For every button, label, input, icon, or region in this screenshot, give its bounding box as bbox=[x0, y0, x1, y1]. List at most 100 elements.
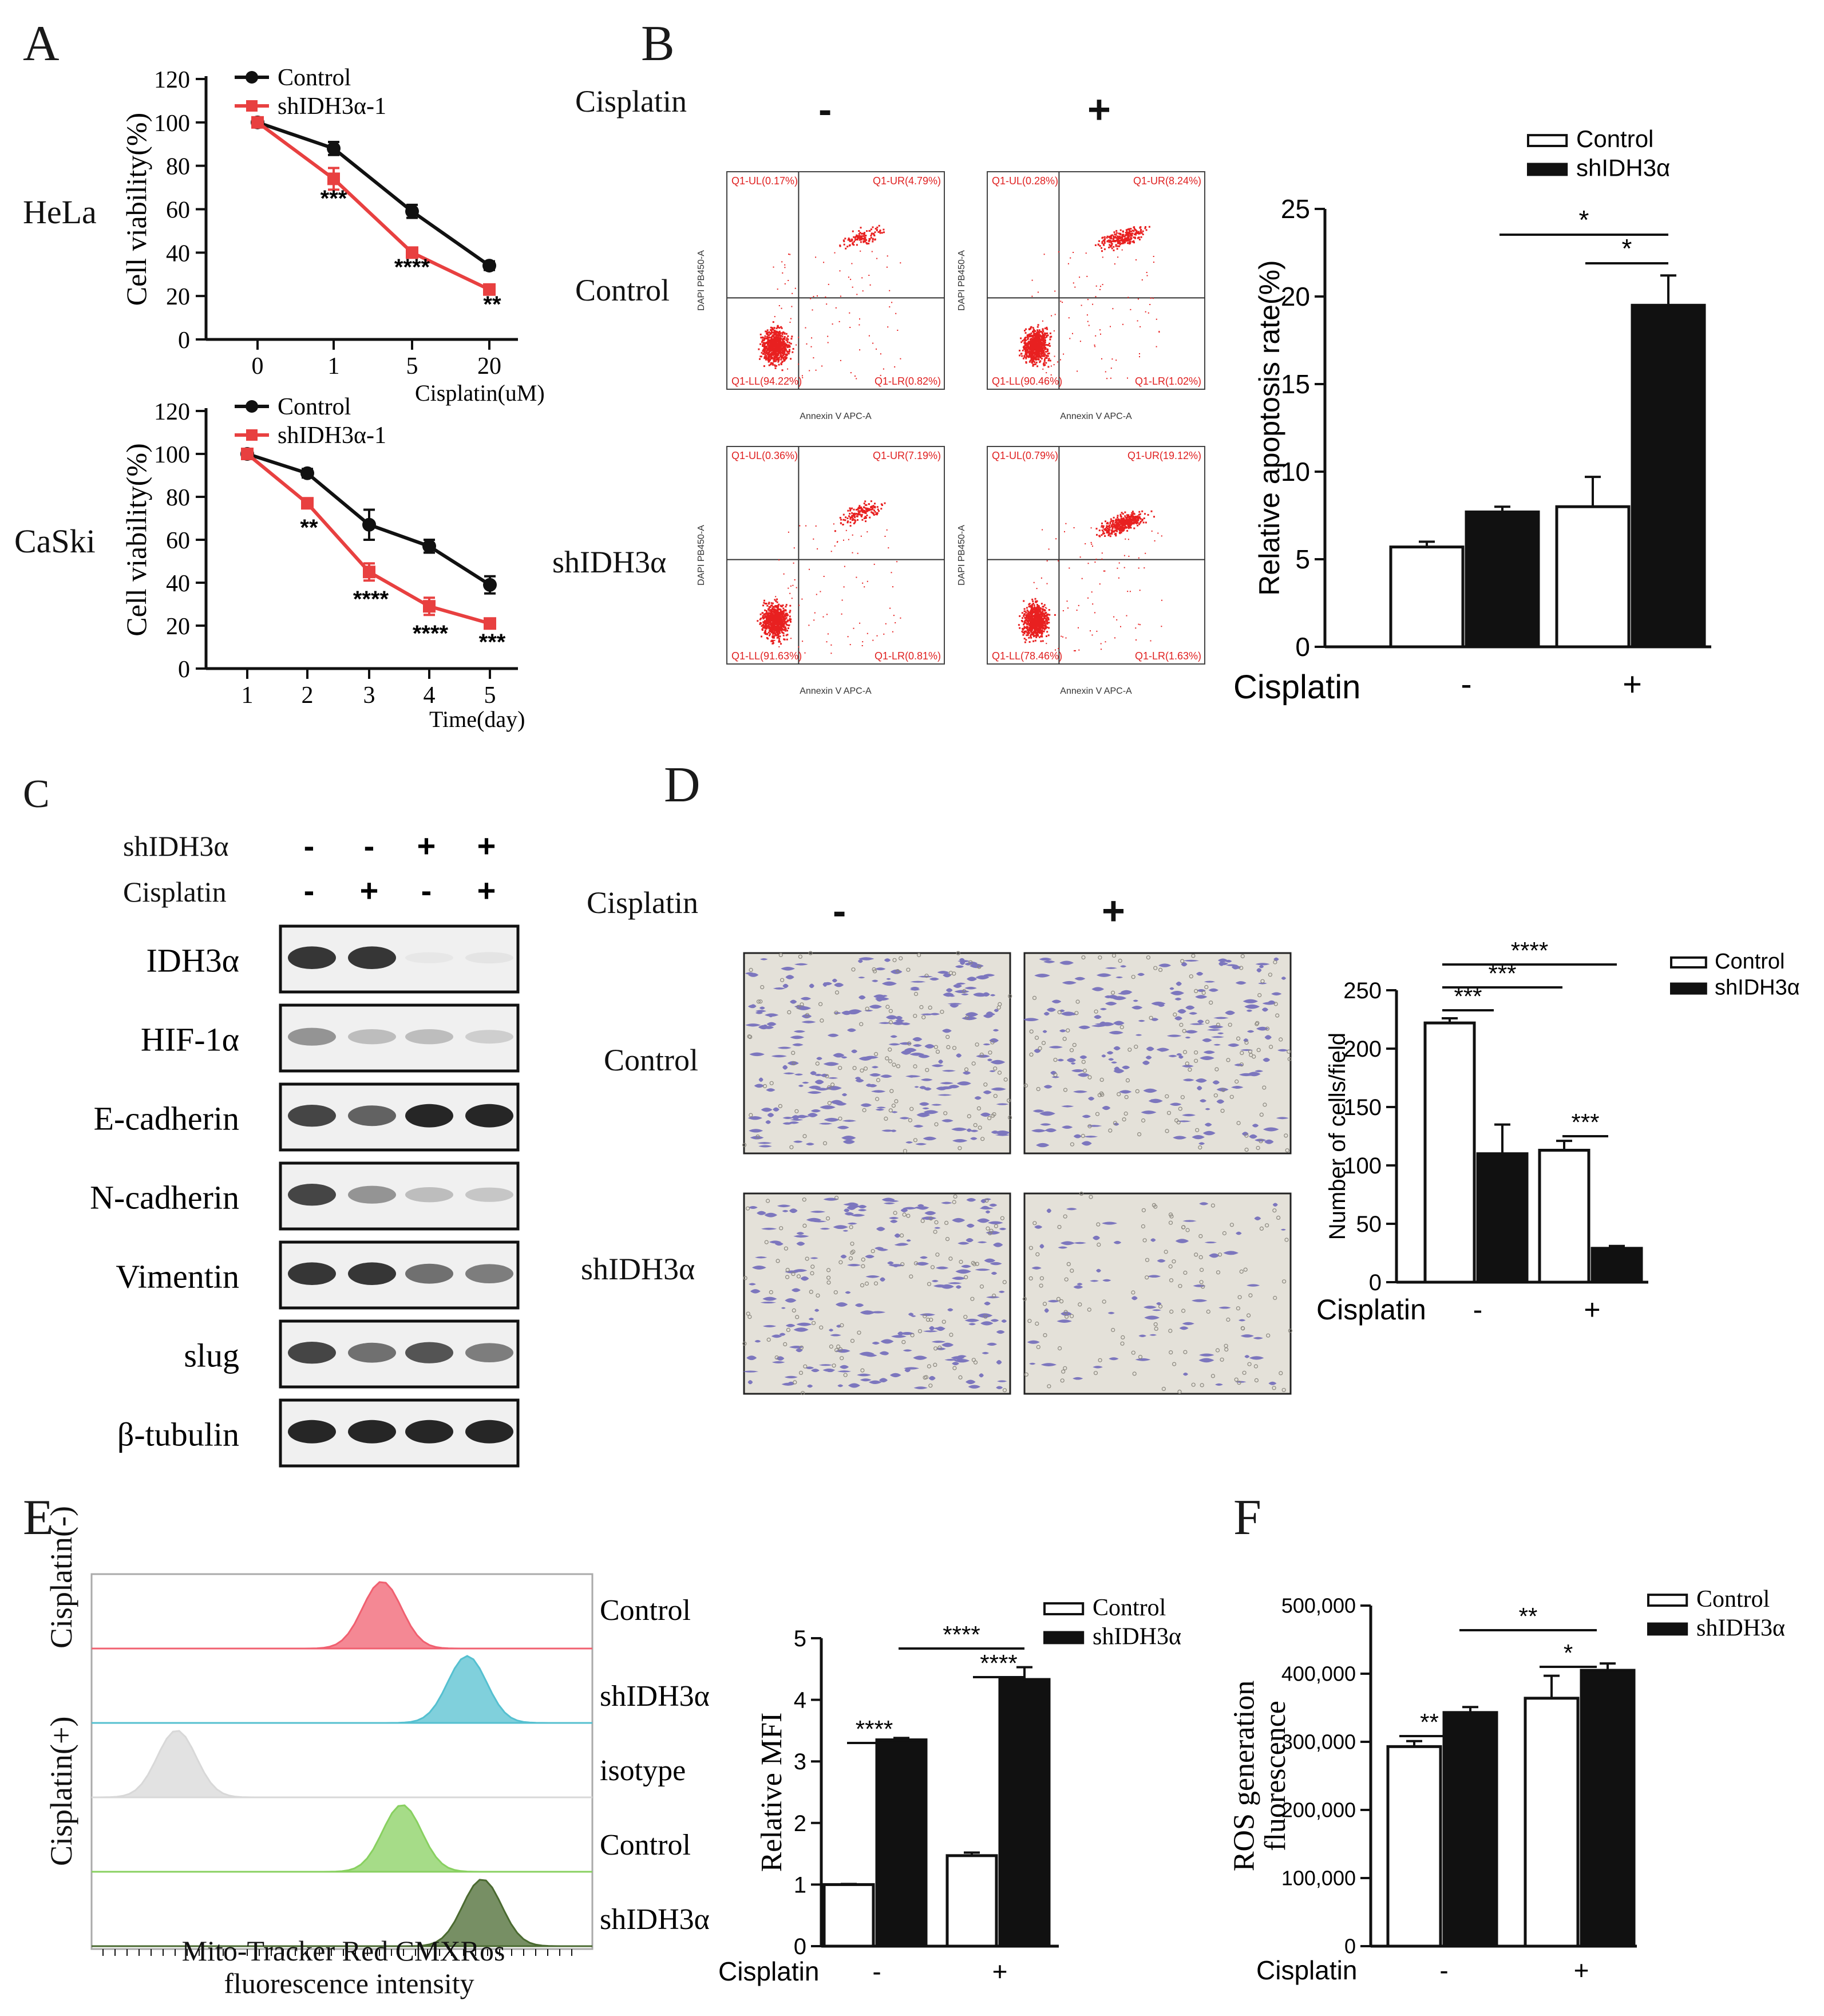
bar bbox=[1590, 1247, 1643, 1284]
y-tick-label: 250 bbox=[1343, 978, 1382, 1003]
bar bbox=[822, 1883, 875, 1948]
facs-y-label: DAPI PB450-A bbox=[697, 525, 706, 586]
bar bbox=[1580, 1669, 1636, 1948]
e-group-plus: Cisplatin(+) bbox=[44, 1717, 78, 1866]
blot-band bbox=[405, 952, 453, 963]
quadrant-ur: Q1-UR(4.79%) bbox=[873, 175, 941, 187]
x-category-label: + bbox=[992, 1956, 1008, 1986]
significance-stars: * bbox=[1579, 205, 1589, 235]
track-label: shIDH3α bbox=[600, 1680, 710, 1713]
facs-events bbox=[1019, 226, 1160, 380]
y-tick-label: 300,000 bbox=[1281, 1730, 1356, 1754]
legend-swatch bbox=[1043, 1602, 1085, 1616]
data-point bbox=[483, 578, 497, 592]
y-tick-label: 2 bbox=[794, 1811, 806, 1836]
quadrant-lr: Q1-LR(1.63%) bbox=[1135, 650, 1201, 662]
stained-cells bbox=[742, 1197, 1007, 1389]
significance-stars: **** bbox=[856, 1715, 893, 1742]
facs-events bbox=[1018, 510, 1162, 651]
y-tick-label: 0 bbox=[1295, 632, 1310, 662]
significance-stars: *** bbox=[479, 630, 506, 655]
d-cisplatin-label: Cisplatin bbox=[587, 886, 698, 920]
blot-band bbox=[348, 1420, 396, 1444]
blot-row: IDH3α bbox=[147, 924, 520, 994]
facs-y-label: DAPI PB450-A bbox=[957, 250, 967, 311]
x-category-label: + bbox=[1623, 666, 1642, 703]
legend-label: shIDH3α bbox=[1715, 976, 1800, 1000]
blot-band bbox=[288, 1105, 336, 1127]
facs-x-label: Annexin V APC-A bbox=[1060, 412, 1132, 421]
quadrant-ll: Q1-LL(91.63%) bbox=[731, 650, 802, 662]
blot-row: HIF-1α bbox=[141, 1003, 520, 1073]
x-tick-label: 4 bbox=[424, 682, 436, 709]
x-axis-label: Cisplatin bbox=[1233, 669, 1360, 706]
y-axis-label: ROS generation bbox=[1228, 1681, 1260, 1872]
x-tick-label: 1 bbox=[242, 682, 254, 709]
significance-stars: **** bbox=[413, 621, 449, 646]
cisplatin-sign: - bbox=[421, 872, 432, 908]
bar bbox=[1555, 505, 1631, 649]
quadrant-lr: Q1-LR(0.81%) bbox=[875, 650, 941, 662]
significance-stars: * bbox=[1622, 234, 1632, 263]
legend-swatch bbox=[1670, 982, 1707, 995]
legend-marker bbox=[246, 429, 258, 441]
blot-label: E-cadherin bbox=[94, 1100, 239, 1137]
blot-band bbox=[348, 1185, 396, 1204]
y-axis-label: Cell viability(%) bbox=[120, 443, 152, 636]
significance-stars: **** bbox=[394, 255, 430, 280]
bar bbox=[1631, 303, 1706, 649]
series-line bbox=[257, 120, 490, 267]
hist-x-ticks bbox=[102, 1949, 572, 1956]
y-tick-label: 3 bbox=[794, 1749, 806, 1774]
b-apoptosis-bar-chart: 0 5 10 15 20 25 Relative apoptosis rate(%) Cont… bbox=[1233, 125, 1711, 706]
membrane-pores bbox=[742, 1194, 1007, 1396]
blot-band bbox=[288, 1342, 336, 1364]
sh-sign: - bbox=[304, 828, 315, 864]
panel-letter-f: F bbox=[1233, 1490, 1261, 1545]
c-row2-label: Cisplatin bbox=[123, 876, 227, 908]
x-axis-label: Cisplatin bbox=[1316, 1294, 1426, 1326]
y-tick-label: 0 bbox=[1369, 1270, 1382, 1295]
a-hela-line-chart: 0 20 40 60 80 100 120 0 1 5 20 Cell viability(%) Cis… bbox=[120, 65, 545, 406]
y-tick-label: 20 bbox=[1281, 282, 1310, 311]
y-axis-label: fluorescence bbox=[1259, 1701, 1292, 1851]
b-row-control: Control bbox=[575, 273, 670, 307]
blot-band bbox=[405, 1420, 453, 1444]
y-axis-label: Cell viability(%) bbox=[120, 113, 152, 306]
blot-row: N-cadherin bbox=[90, 1161, 520, 1231]
blot-row: Vimentin bbox=[116, 1240, 520, 1310]
bar bbox=[1389, 545, 1465, 649]
x-category-label: - bbox=[1473, 1294, 1483, 1326]
bar bbox=[1476, 1152, 1529, 1284]
b-col-plus: + bbox=[1087, 87, 1111, 132]
panel-letter-c: C bbox=[23, 772, 50, 816]
legend-label: Control bbox=[278, 394, 351, 420]
y-tick-label: 0 bbox=[178, 327, 190, 354]
track-label: isotype bbox=[600, 1754, 686, 1787]
legend-label: shIDH3α bbox=[1696, 1615, 1785, 1641]
stained-cells bbox=[745, 957, 1011, 1148]
sh-sign: - bbox=[364, 828, 375, 864]
quadrant-lr: Q1-LR(0.82%) bbox=[875, 375, 941, 387]
data-point bbox=[484, 617, 496, 630]
blot-label: slug bbox=[184, 1337, 239, 1374]
quadrant-ur: Q1-UR(8.24%) bbox=[1133, 175, 1201, 187]
d-migration-bar-chart: 0 50 100 150 200 250 Number of cells/field Cont… bbox=[1316, 937, 1800, 1326]
facs-plot: Q1-UL(0.17%) Q1-UR(4.79%) Q1-LL(94.22%) Q1-… bbox=[697, 171, 945, 421]
d-col-minus: - bbox=[833, 888, 846, 933]
blot-band bbox=[405, 1263, 453, 1284]
x-tick-label: 5 bbox=[484, 682, 496, 709]
data-point bbox=[300, 466, 314, 480]
quadrant-ul: Q1-UL(0.28%) bbox=[992, 175, 1058, 187]
histogram-track bbox=[92, 1655, 592, 1724]
data-point bbox=[483, 283, 496, 296]
significance-stars: ** bbox=[1519, 1603, 1538, 1630]
b-row-sh: shIDH3α bbox=[552, 545, 666, 579]
y-tick-label: 100 bbox=[1343, 1153, 1382, 1179]
blot-label: β-tubulin bbox=[117, 1416, 239, 1453]
blot-band bbox=[288, 1262, 336, 1285]
y-tick-label: 15 bbox=[1281, 369, 1310, 399]
facs-x-label: Annexin V APC-A bbox=[800, 412, 872, 421]
y-tick-label: 4 bbox=[794, 1688, 806, 1713]
facs-frame bbox=[987, 446, 1205, 665]
